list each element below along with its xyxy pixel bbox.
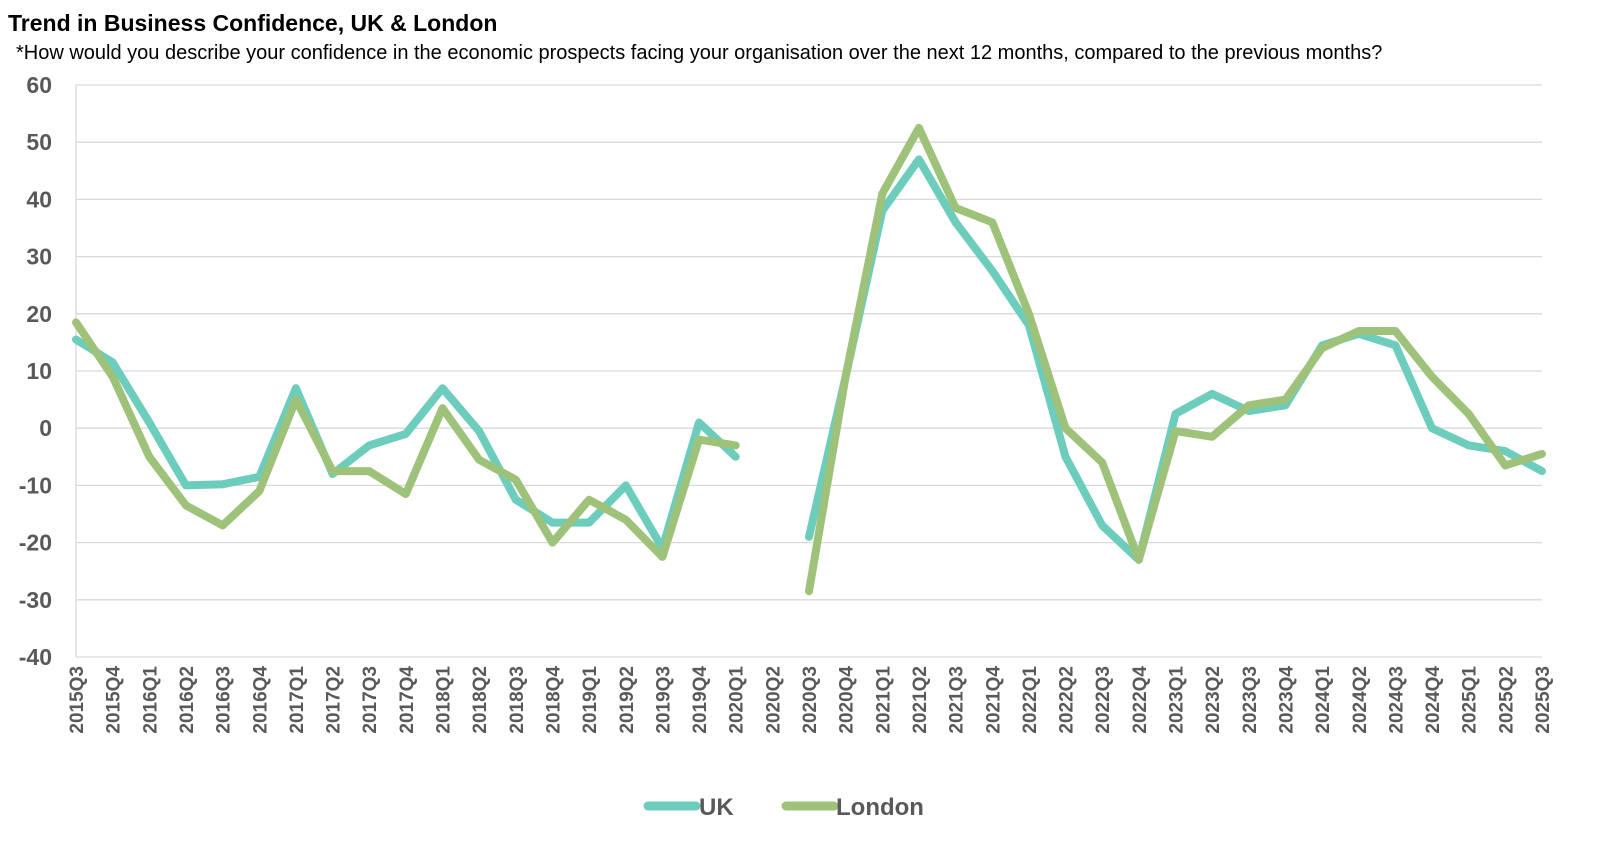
- x-tick-label: 2023Q3: [1240, 666, 1261, 734]
- x-tick-label: 2023Q1: [1167, 666, 1188, 734]
- y-tick-label: -10: [19, 472, 52, 498]
- chart-subtitle: *How would you describe your confidence …: [16, 42, 1383, 64]
- x-tick-label: 2015Q4: [104, 666, 125, 734]
- x-tick-label: 2024Q2: [1350, 666, 1371, 734]
- x-tick-label: 2018Q2: [470, 666, 491, 734]
- x-tick-label: 2016Q2: [177, 666, 198, 734]
- x-tick-label: 2020Q4: [837, 666, 858, 734]
- x-tick-label: 2025Q1: [1460, 666, 1481, 734]
- x-tick-label: 2016Q4: [250, 666, 271, 734]
- y-axis: 60 50 40 30 20 10 0 -10 -20 -30 -40: [19, 72, 52, 670]
- y-tick-label: -30: [19, 587, 52, 613]
- y-tick-label: 0: [39, 415, 52, 441]
- x-tick-label: 2016Q1: [140, 666, 161, 734]
- x-tick-label: 2024Q4: [1423, 666, 1444, 734]
- x-tick-label: 2019Q1: [580, 666, 601, 734]
- x-tick-label: 2021Q4: [983, 666, 1004, 734]
- x-tick-label: 2017Q3: [360, 666, 381, 734]
- x-tick-label: 2019Q4: [690, 666, 711, 734]
- x-tick-label: 2015Q3: [67, 666, 88, 734]
- x-tick-label: 2019Q2: [617, 666, 638, 734]
- x-tick-label: 2025Q2: [1496, 666, 1517, 734]
- x-tick-label: 2021Q2: [910, 666, 931, 734]
- x-tick-label: 2018Q1: [434, 666, 455, 734]
- x-tick-label: 2024Q3: [1386, 666, 1407, 734]
- legend-label-london: London: [836, 794, 924, 821]
- series-line-london-segment-1: [72, 318, 740, 561]
- y-tick-label: 30: [26, 244, 52, 270]
- x-tick-label: 2025Q3: [1533, 666, 1554, 734]
- y-tick-label: -40: [19, 644, 52, 670]
- x-tick-label: 2021Q1: [873, 666, 894, 734]
- x-tick-label: 2017Q2: [324, 666, 345, 734]
- x-tick-label: 2018Q4: [543, 666, 564, 734]
- x-tick-label: 2020Q3: [800, 666, 821, 734]
- x-tick-label: 2022Q2: [1057, 666, 1078, 734]
- x-tick-label: 2020Q2: [763, 666, 784, 734]
- x-tick-label: 2017Q1: [287, 666, 308, 734]
- x-tick-label: 2023Q2: [1203, 666, 1224, 734]
- y-tick-label: 60: [26, 72, 52, 98]
- y-tick-label: 10: [26, 358, 52, 384]
- x-tick-label: 2023Q4: [1276, 666, 1297, 734]
- y-tick-label: 50: [26, 129, 52, 155]
- x-tick-label: 2018Q3: [507, 666, 528, 734]
- series-line-london-segment-2: [805, 123, 1546, 596]
- legend-label-uk: UK: [699, 794, 734, 821]
- gridlines: [75, 84, 1542, 658]
- legend: UK London: [643, 794, 924, 821]
- x-axis: 2015Q3 2015Q4 2016Q1 2016Q2 2016Q3 2016Q4 2017…: [67, 666, 1554, 734]
- y-tick-label: 20: [26, 301, 52, 327]
- y-tick-label: -20: [19, 530, 52, 556]
- y-tick-label: 40: [26, 186, 52, 212]
- chart-title: Trend in Business Confidence, UK & Londo…: [8, 10, 498, 36]
- x-tick-label: 2016Q3: [214, 666, 235, 734]
- x-tick-label: 2022Q4: [1130, 666, 1151, 734]
- x-tick-label: 2024Q1: [1313, 666, 1334, 734]
- series-lines: [72, 123, 1546, 596]
- x-tick-label: 2017Q4: [397, 666, 418, 734]
- x-tick-label: 2020Q1: [727, 666, 748, 734]
- x-tick-label: 2019Q3: [653, 666, 674, 734]
- series-line-uk-segment-1: [72, 335, 740, 553]
- series-line-uk-segment-2: [805, 155, 1546, 564]
- x-tick-label: 2022Q1: [1020, 666, 1041, 734]
- x-tick-label: 2021Q3: [947, 666, 968, 734]
- x-tick-label: 2022Q3: [1093, 666, 1114, 734]
